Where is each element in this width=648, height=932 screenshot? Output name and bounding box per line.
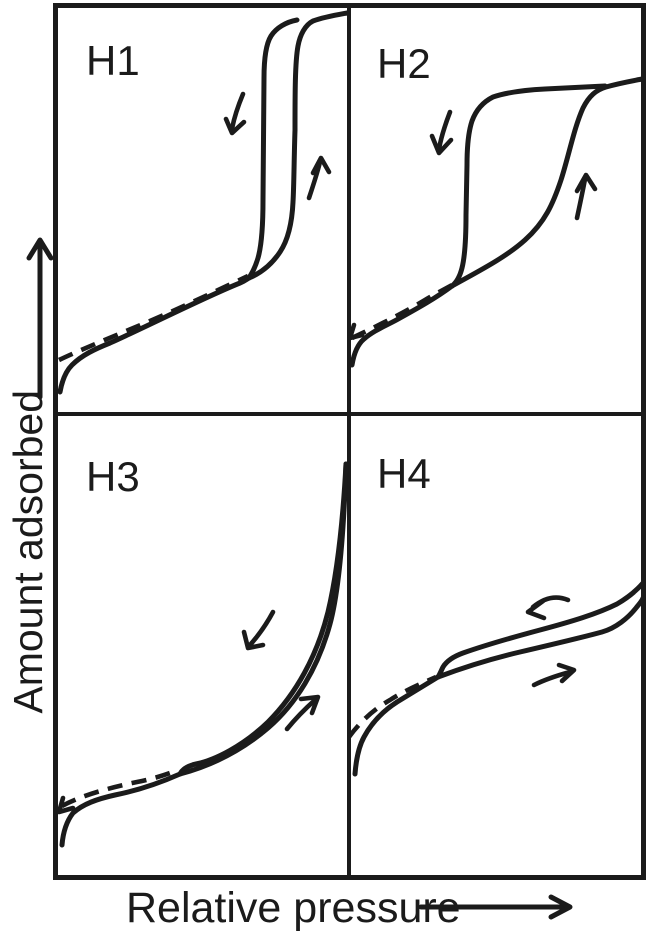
y-axis-label-box: Amount adsorbed [4,390,52,714]
panel-h1-curves [57,10,350,395]
h4-adsorption-arrow-icon [531,662,577,688]
h4-desorption-arrow-icon [525,595,571,621]
h2-boundary-dashed-curve [351,283,454,341]
h2-desorption-arrow-icon [429,109,454,156]
h1-desorption-branch [246,17,300,281]
x-axis-arrow-icon [418,894,573,920]
h1-common-curve [57,275,252,395]
h2-dashed-curve-arrowhead-icon [347,322,365,341]
h1-desorption-arrow-icon [223,91,247,136]
panel-h4-curves [347,580,646,777]
panel-label-h1: H1 [86,37,140,84]
h4-adsorption-branch [435,595,646,680]
h1-boundary-dashed-curve [58,273,249,363]
y-axis-arrow-icon [26,237,54,400]
h2-adsorption-arrow-icon [574,172,598,221]
panel-h3-curves [56,461,349,848]
h4-boundary-dashed-curve [347,674,437,739]
x-axis-label: Relative pressure [126,884,461,932]
panel-label-h4: H4 [377,450,431,497]
h3-desorption-arrow-icon [241,609,276,651]
h4-desorption-branch [435,580,646,680]
h3-adsorption-arrow-icon [284,694,321,732]
y-axis-label: Amount adsorbed [4,390,51,714]
h2-common-curve [349,283,455,368]
panel-label-h2: H2 [377,40,431,87]
h3-desorption-branch [177,461,349,777]
h3-common-curve [59,771,183,848]
panel-h2-curves [347,76,645,368]
h2-desorption-branch [449,83,608,289]
h3-dashed-curve-arrowhead-icon [56,795,76,815]
h2-adsorption-branch [449,76,645,289]
panel-label-h3: H3 [86,453,140,500]
h3-boundary-dashed-curve [60,767,179,809]
h4-common-curve [352,674,441,777]
h1-adsorption-arrow-icon [306,155,332,201]
h1-adsorption-branch [246,10,350,281]
